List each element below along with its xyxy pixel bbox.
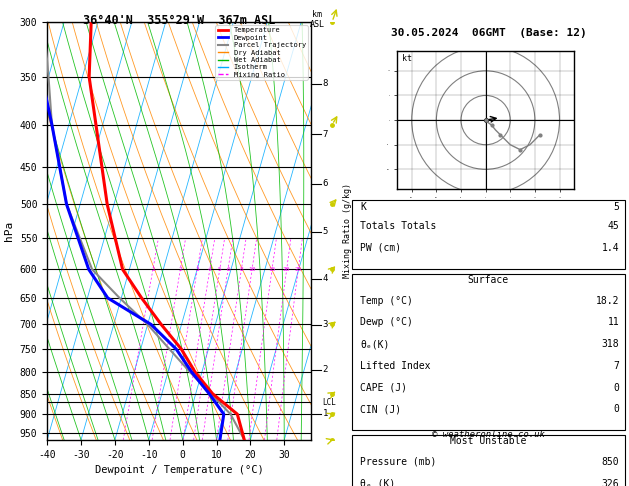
- Text: 5: 5: [218, 267, 221, 272]
- Text: 11: 11: [608, 317, 620, 328]
- Text: 318: 318: [602, 339, 620, 349]
- Text: 36°40'N  355°29'W  367m ASL: 36°40'N 355°29'W 367m ASL: [83, 14, 276, 27]
- Text: 5: 5: [613, 202, 620, 211]
- Text: 3: 3: [323, 320, 328, 330]
- Text: 45: 45: [608, 221, 620, 231]
- Text: 0: 0: [613, 382, 620, 393]
- Text: 7: 7: [613, 361, 620, 371]
- Text: 5: 5: [323, 227, 328, 236]
- Text: 25: 25: [294, 267, 302, 272]
- Bar: [352, 435, 625, 486]
- Text: © weatheronline.co.uk: © weatheronline.co.uk: [432, 430, 545, 438]
- Text: 3: 3: [196, 267, 199, 272]
- Text: θₑ (K): θₑ (K): [360, 479, 396, 486]
- Text: K: K: [360, 202, 366, 211]
- Text: 6: 6: [226, 267, 230, 272]
- Text: 4: 4: [323, 274, 328, 283]
- Text: 326: 326: [602, 479, 620, 486]
- Text: 850: 850: [602, 457, 620, 467]
- Text: 2: 2: [179, 267, 182, 272]
- Legend: Temperature, Dewpoint, Parcel Trajectory, Dry Adiabat, Wet Adiabat, Isotherm, Mi: Temperature, Dewpoint, Parcel Trajectory…: [216, 25, 308, 80]
- Text: 1: 1: [151, 267, 155, 272]
- X-axis label: Dewpoint / Temperature (°C): Dewpoint / Temperature (°C): [95, 465, 264, 475]
- Text: CAPE (J): CAPE (J): [360, 382, 407, 393]
- Text: Dewp (°C): Dewp (°C): [360, 317, 413, 328]
- Text: 18.2: 18.2: [596, 295, 620, 306]
- Text: 1.4: 1.4: [602, 243, 620, 253]
- Text: θₑ(K): θₑ(K): [360, 339, 389, 349]
- Text: 4: 4: [208, 267, 211, 272]
- Text: 15: 15: [269, 267, 276, 272]
- Text: kt: kt: [402, 54, 412, 63]
- Text: 8: 8: [240, 267, 243, 272]
- Text: 30.05.2024  06GMT  (Base: 12): 30.05.2024 06GMT (Base: 12): [391, 28, 586, 38]
- Text: CIN (J): CIN (J): [360, 404, 401, 414]
- Text: 20: 20: [283, 267, 291, 272]
- Text: LCL: LCL: [323, 398, 337, 407]
- Text: 1: 1: [323, 409, 328, 418]
- Text: 10: 10: [248, 267, 256, 272]
- Text: 8: 8: [323, 80, 328, 88]
- Text: Mixing Ratio (g/kg): Mixing Ratio (g/kg): [343, 183, 352, 278]
- Text: 0: 0: [613, 404, 620, 414]
- Text: Surface: Surface: [468, 275, 509, 285]
- Text: km
ASL: km ASL: [309, 10, 325, 29]
- Y-axis label: hPa: hPa: [4, 221, 14, 241]
- Text: Lifted Index: Lifted Index: [360, 361, 431, 371]
- Text: Most Unstable: Most Unstable: [450, 436, 526, 447]
- Bar: [352, 200, 625, 269]
- Text: 6: 6: [323, 179, 328, 188]
- Text: Totals Totals: Totals Totals: [360, 221, 437, 231]
- Text: 2: 2: [323, 365, 328, 374]
- Text: 7: 7: [323, 130, 328, 139]
- Bar: [352, 274, 625, 430]
- Text: Temp (°C): Temp (°C): [360, 295, 413, 306]
- Text: PW (cm): PW (cm): [360, 243, 401, 253]
- Text: Pressure (mb): Pressure (mb): [360, 457, 437, 467]
